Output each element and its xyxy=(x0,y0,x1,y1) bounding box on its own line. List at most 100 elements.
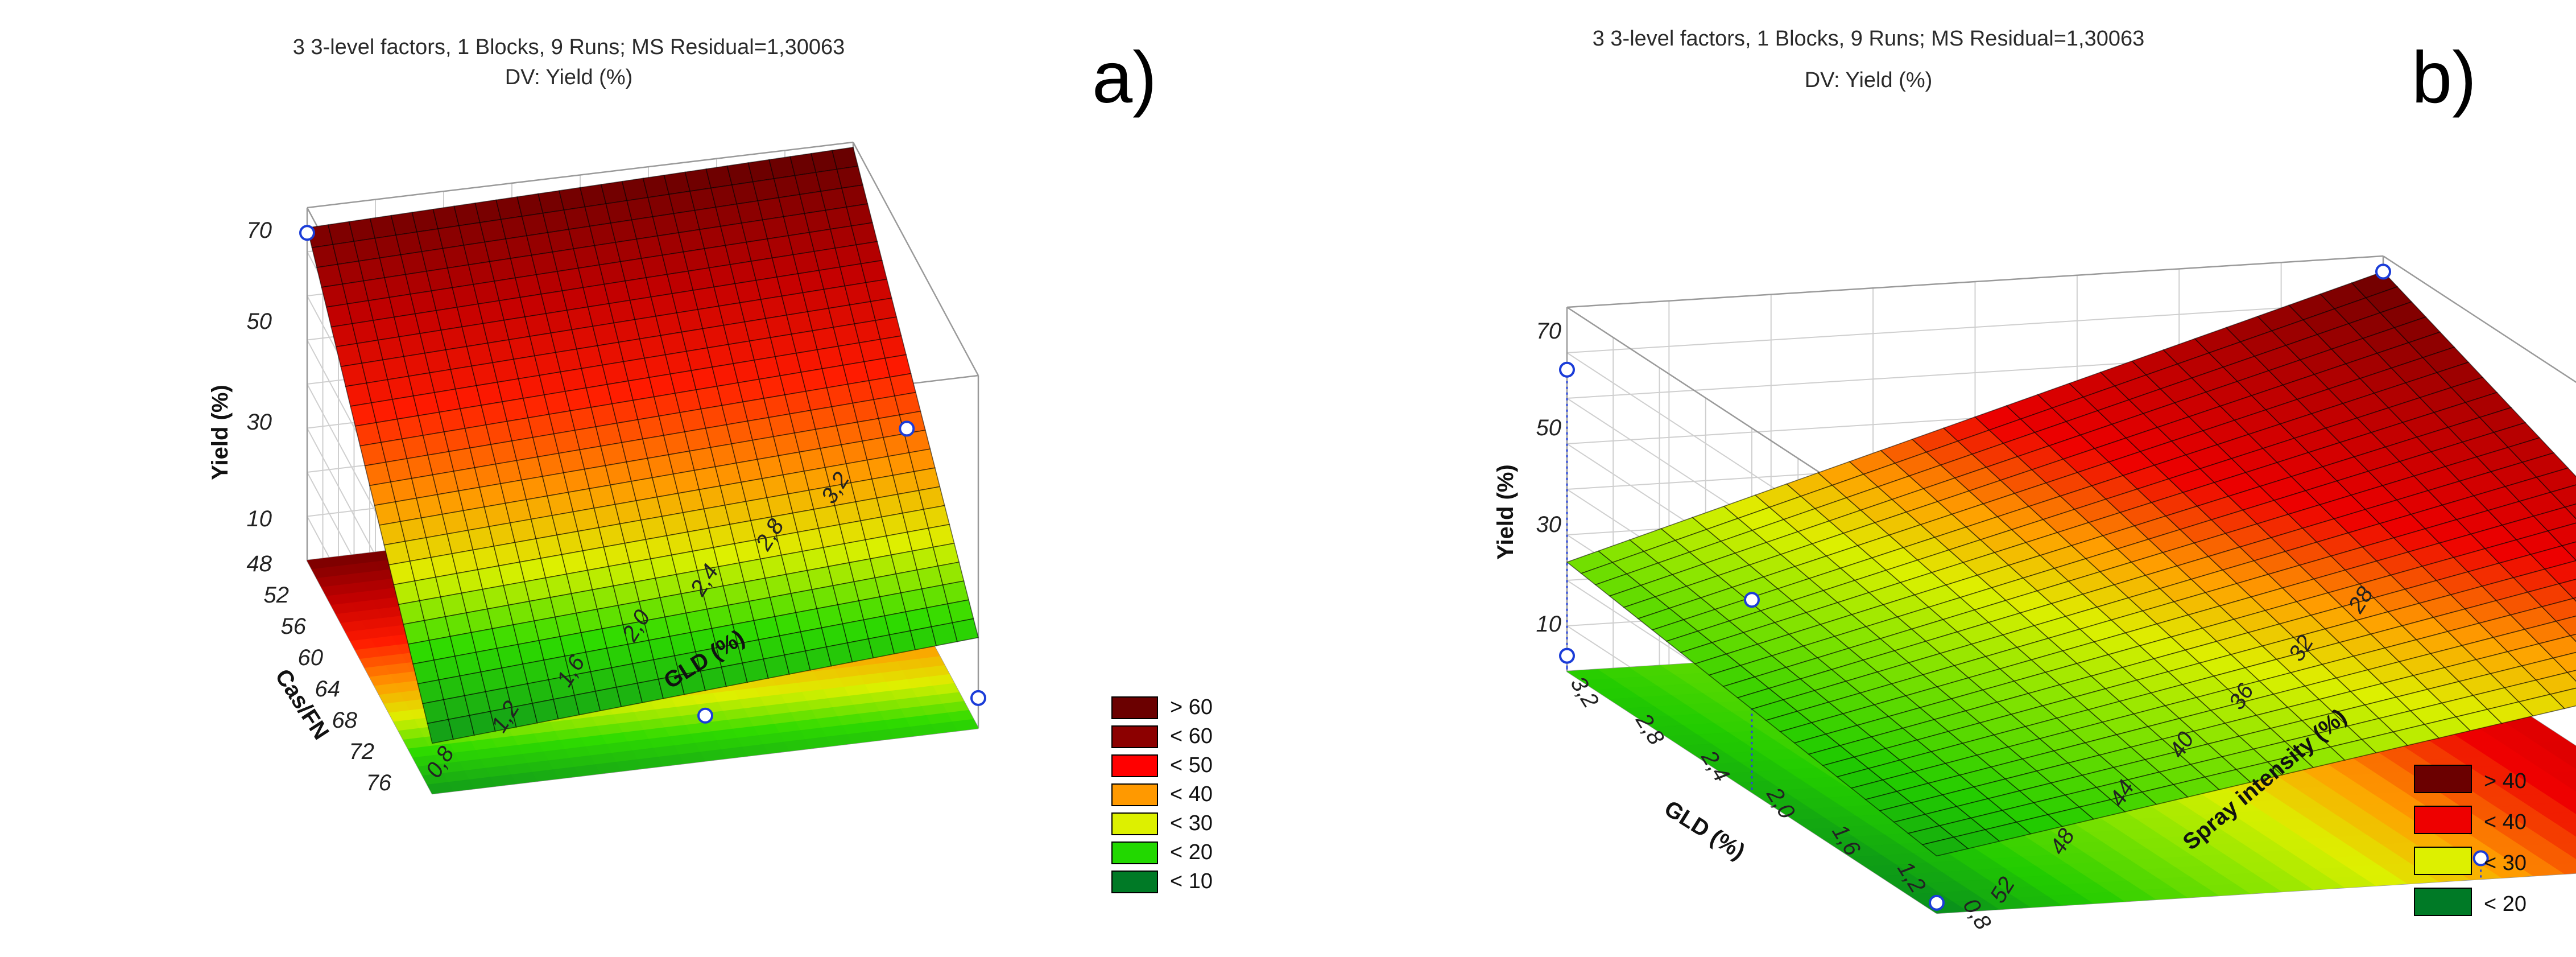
floor-cell xyxy=(2529,782,2576,794)
z-axis-ticks: 70 50 30 10 xyxy=(247,218,272,531)
data-point xyxy=(1929,894,1945,911)
legend: > 60 < 60 < 50 < 40 < 30 < 20 < 10 xyxy=(1111,695,1213,893)
surface-cell xyxy=(832,146,859,170)
z-tick: 70 xyxy=(1536,319,1562,344)
legend-label: < 40 xyxy=(2484,810,2527,834)
legend-label: < 20 xyxy=(2484,892,2527,916)
response-surface xyxy=(307,146,979,744)
legend-label: < 30 xyxy=(2484,851,2527,875)
floor-cell xyxy=(2555,822,2576,833)
legend-label: > 40 xyxy=(2484,769,2527,793)
z-tick: 70 xyxy=(247,218,272,243)
surface-cell xyxy=(846,203,873,227)
z-axis-ticks: 70 50 30 10 xyxy=(1536,319,1562,637)
data-point xyxy=(299,225,315,241)
legend-swatch xyxy=(1111,842,1158,864)
floor-cell xyxy=(2535,853,2576,865)
surface-cell xyxy=(2569,634,2576,642)
legend-label: < 20 xyxy=(1170,840,1213,864)
z-tick: 10 xyxy=(247,506,272,531)
floor-cell xyxy=(2569,832,2576,837)
y-tick: 72 xyxy=(349,739,375,764)
legend-swatch xyxy=(1111,812,1158,835)
legend: > 40 < 40 < 30 < 20 xyxy=(2414,765,2527,916)
floor-cell xyxy=(2536,740,2576,753)
surface-cell xyxy=(2541,597,2576,622)
z-tick: 50 xyxy=(247,309,272,334)
surface-cell xyxy=(2550,484,2576,508)
surface-cell xyxy=(2558,579,2576,599)
surface-cell xyxy=(2538,635,2576,659)
surface-cell xyxy=(2564,504,2576,519)
floor-cell xyxy=(2564,760,2576,769)
chart-panel-a: 3 3-level factors, 1 Blocks, 9 Runs; MS … xyxy=(0,0,1268,957)
legend-swatch xyxy=(2414,806,2472,834)
surface-cell xyxy=(2536,467,2576,493)
surface-cell xyxy=(841,184,869,208)
surface-cell xyxy=(870,298,898,321)
data-point xyxy=(1744,592,1760,608)
chart-title: 3 3-level factors, 1 Blocks, 9 Runs; MS … xyxy=(1593,27,2145,51)
surface-cell xyxy=(879,335,907,359)
surface-cell xyxy=(2566,670,2576,682)
panel-label: a) xyxy=(1092,37,1157,118)
floor-cell xyxy=(2566,852,2576,859)
y-tick: 64 xyxy=(315,676,341,702)
legend-swatch xyxy=(1111,783,1158,806)
floor-cell xyxy=(2572,811,2576,814)
y-tick: 76 xyxy=(366,770,392,795)
surface-cell xyxy=(850,222,878,246)
data-point xyxy=(899,420,915,437)
y-tick: 52 xyxy=(264,583,290,608)
y-tick: 60 xyxy=(298,645,324,670)
panel-label: b) xyxy=(2412,37,2476,118)
surface-cell xyxy=(2561,541,2576,561)
surface-cell xyxy=(860,259,888,283)
floor-cell xyxy=(2552,842,2576,854)
surface-cell xyxy=(884,354,912,378)
chart-subtitle: DV: Yield (%) xyxy=(1805,68,1933,92)
surface-cell xyxy=(836,166,863,189)
y-tick: 56 xyxy=(281,614,307,639)
data-point xyxy=(697,707,713,724)
z-axis-label: Yield (%) xyxy=(1493,464,1518,559)
observed-points xyxy=(299,225,986,724)
data-point xyxy=(2375,263,2391,280)
legend-label: < 10 xyxy=(1170,869,1213,893)
legend-label: < 50 xyxy=(1170,753,1213,777)
floor-cell xyxy=(2549,863,2576,874)
legend-label: > 60 xyxy=(1170,695,1213,719)
legend-swatch xyxy=(2414,847,2472,875)
floor-cell xyxy=(952,719,979,731)
surface-cell xyxy=(2547,522,2576,547)
surface-plot-b: 3 3-level factors, 1 Blocks, 9 Runs; MS … xyxy=(1493,27,2576,935)
observed-points xyxy=(1559,263,2489,911)
floor-cell xyxy=(2538,832,2576,844)
floor-cell xyxy=(2547,770,2576,783)
surface-cell xyxy=(2555,616,2576,637)
floor-cell xyxy=(2533,761,2576,773)
z-tick: 50 xyxy=(1536,415,1562,440)
surface-cell xyxy=(2533,506,2576,532)
chart-panel-b: 3 3-level factors, 1 Blocks, 9 Runs; MS … xyxy=(1268,0,2576,957)
surface-cell xyxy=(855,241,883,265)
x-axis-label: GLD (%) xyxy=(1660,796,1749,865)
surface-cell xyxy=(2572,597,2576,602)
surface-cell xyxy=(875,316,902,340)
surface-cell xyxy=(865,278,892,302)
z-tick: 10 xyxy=(1536,612,1562,637)
z-tick: 30 xyxy=(1536,512,1562,537)
data-point xyxy=(970,690,986,706)
surface-cell xyxy=(2549,687,2576,710)
floor-cell xyxy=(2541,811,2576,824)
chart-title: 3 3-level factors, 1 Blocks, 9 Runs; MS … xyxy=(293,35,845,59)
z-axis-label: Yield (%) xyxy=(208,385,233,480)
legend-swatch xyxy=(2414,765,2472,793)
surface-cell xyxy=(2544,560,2576,584)
floor-cell xyxy=(2561,781,2576,792)
legend-swatch xyxy=(1111,696,1158,719)
data-point xyxy=(1559,647,1575,664)
surface-plot-a: 3 3-level factors, 1 Blocks, 9 Runs; MS … xyxy=(208,35,1213,893)
chart-subtitle: DV: Yield (%) xyxy=(505,65,633,89)
legend-swatch xyxy=(2414,888,2472,916)
